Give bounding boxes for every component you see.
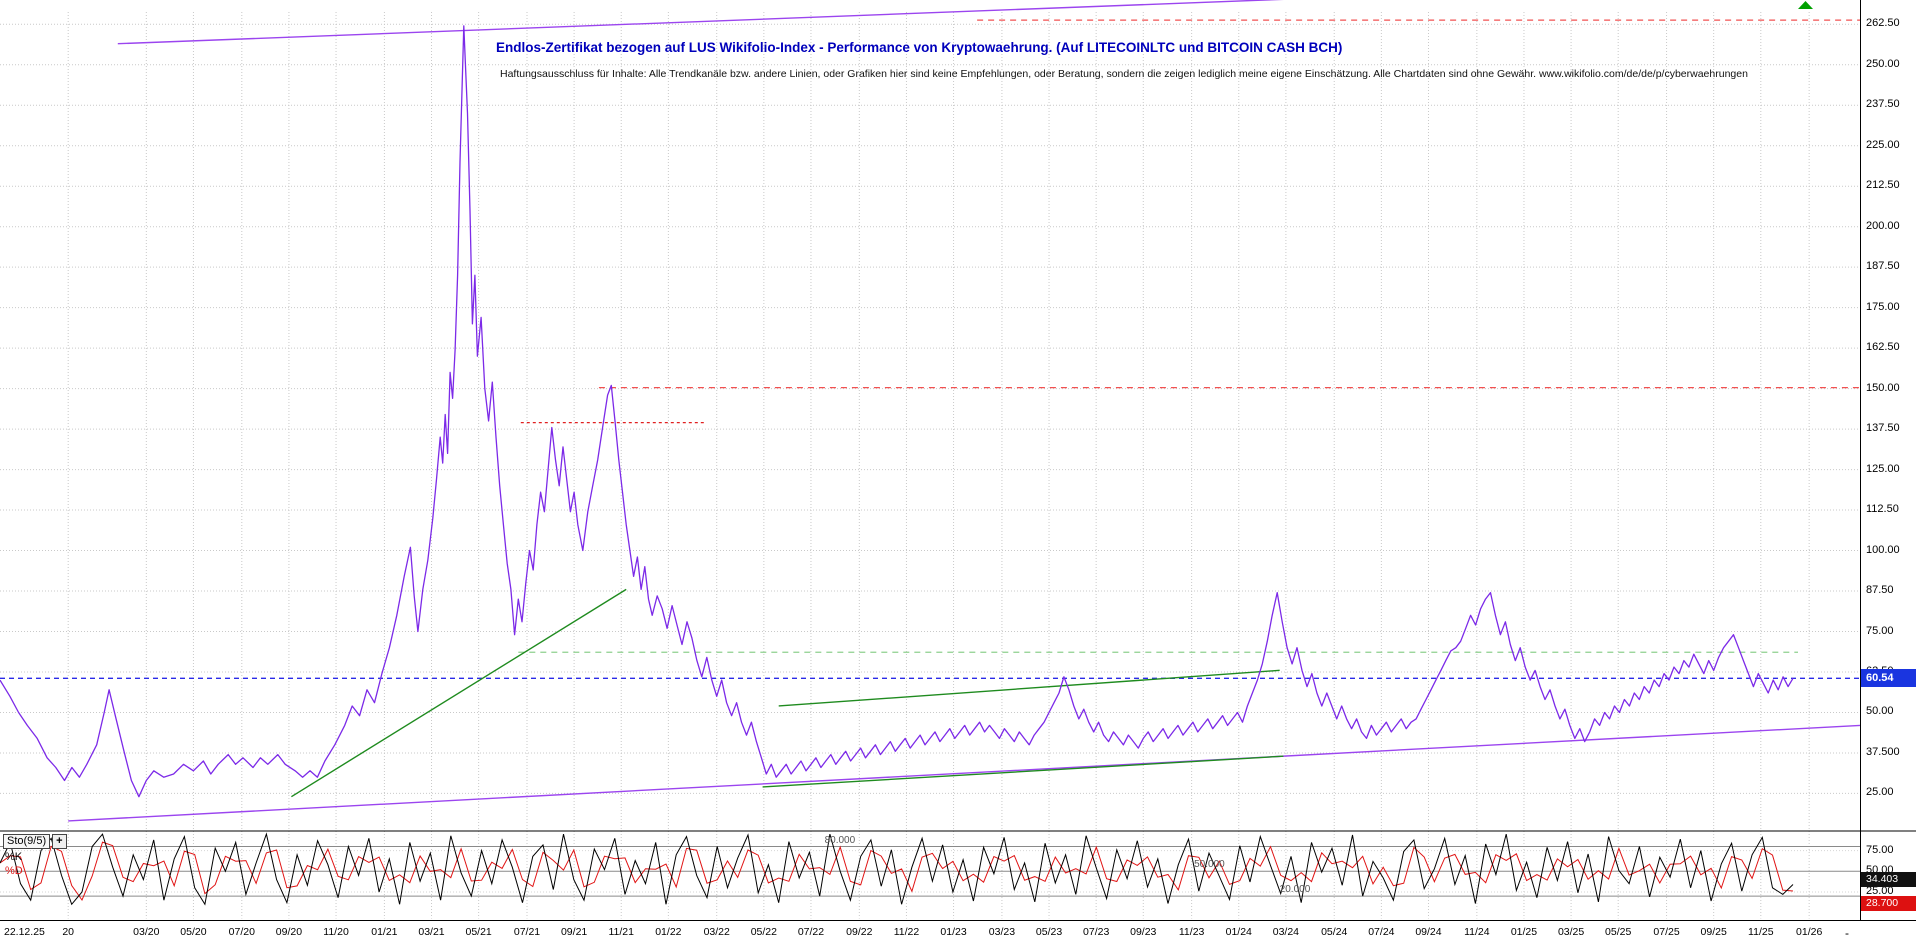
indicator-expand-button[interactable]: +	[52, 834, 67, 849]
x-axis-tick-label: 03/22	[703, 926, 730, 938]
y-axis-tick-label: 100.00	[1866, 543, 1900, 556]
x-axis-tick-label: 05/21	[465, 926, 492, 938]
violet-support-line	[68, 724, 1861, 822]
y-axis-tick-label: 112.50	[1866, 503, 1899, 516]
x-axis-tick-label: 07/20	[228, 926, 255, 938]
time-axis[interactable]: 22.12.25 20 03/20 05/20 07/20 09/20 11/20 01/21…	[0, 924, 1916, 944]
y-axis-tick-label: 162.50	[1866, 341, 1900, 354]
x-axis-tick-label: 01/23	[940, 926, 967, 938]
x-axis-tick-label: 01/26	[1796, 926, 1823, 938]
green-trend-lower-2022-2024	[762, 755, 1284, 788]
price-line	[0, 25, 1794, 798]
x-axis-tick-label: 01/21	[371, 926, 398, 938]
x-axis-tick-label: 05/20	[180, 926, 207, 938]
y-axis-tick-label: 150.00	[1866, 381, 1900, 394]
y-axis-tick-label: 37.500	[1866, 745, 1900, 758]
x-axis-tick-label: 09/24	[1415, 926, 1442, 938]
stoch-d-value-badge: 28.700	[1861, 896, 1916, 911]
y-axis-tick-label: 200.00	[1866, 219, 1900, 232]
main-y-axis[interactable]: 262.50 250.00 237.50 225.00 212.50 200.00 187.…	[1864, 0, 1916, 830]
x-axis-tick-label: 07/21	[513, 926, 541, 938]
x-axis-tick-label: 09/21	[560, 926, 588, 938]
y-axis-tick-label: 262.50	[1866, 17, 1900, 30]
y-axis-tick-label: 187.50	[1866, 260, 1900, 273]
violet-channel-top-line	[117, 0, 1284, 45]
x-axis-tick-label: 03/21	[418, 926, 445, 938]
x-axis-tick-label: 05/25	[1605, 926, 1632, 938]
corner-marker-icon	[1798, 1, 1813, 9]
green-trend-2020-2021	[291, 588, 627, 798]
stoch-level-label: 80.000	[824, 834, 856, 846]
y-axis-tick-label: 212.50	[1866, 179, 1900, 192]
x-axis-tick-label: 03/20	[133, 926, 160, 938]
x-axis-tick-label: 11/24	[1464, 926, 1490, 938]
y-axis-tick-label: 87.50	[1866, 584, 1894, 597]
stoch-y-tick-label: 75.00	[1866, 843, 1894, 856]
y-axis-tick-label: 250.00	[1866, 57, 1900, 70]
y-axis-tick-label: 50.00	[1866, 705, 1894, 718]
y-axis-tick-label: 75.00	[1866, 624, 1894, 637]
x-axis-tick-label: 07/23	[1083, 926, 1110, 938]
stoch-k-label: %K	[5, 851, 23, 863]
x-axis-tick-label: 11/23	[1178, 926, 1205, 938]
zoom-out-button[interactable]: -	[1845, 926, 1849, 940]
x-axis-tick-label: 11/22	[893, 926, 920, 938]
stoch-level-label: 50.000	[1194, 859, 1225, 871]
x-axis-tick-label: 03/23	[988, 926, 1016, 938]
x-axis-tick-label: 09/23	[1130, 926, 1157, 938]
x-axis-tick-label: 09/25	[1700, 926, 1727, 938]
y-axis-tick-label: 175.00	[1866, 300, 1900, 313]
x-axis-tick-label: 05/23	[1035, 926, 1063, 938]
stoch-k-line	[0, 832, 1794, 906]
chart-disclaimer: Haftungsausschluss für Inhalte: Alle Tre…	[500, 68, 1748, 80]
x-axis-tick-label: 09/20	[275, 926, 303, 938]
stoch-k-value-badge: 34.403	[1861, 872, 1916, 887]
green-trend-upper-2022-2024	[778, 669, 1280, 707]
x-axis-tick-label: 07/24	[1368, 926, 1395, 938]
indicator-label[interactable]: Sto(9/5)	[3, 834, 51, 849]
y-axis-tick-label: 225.00	[1866, 138, 1900, 151]
y-axis-tick-label: 137.50	[1866, 422, 1900, 435]
x-axis-tick-label: 20	[62, 926, 75, 938]
stoch-level-label: 20.000	[1279, 884, 1311, 896]
y-axis-tick-label: 125.00	[1866, 462, 1900, 475]
x-axis-tick-label: 09/22	[846, 926, 873, 938]
x-axis-tick-label: 22.12.25	[4, 926, 45, 938]
y-axis-tick-label: 25.00	[1866, 786, 1894, 799]
x-axis-tick-label: 07/22	[797, 926, 825, 938]
indicator-legend: Sto(9/5) +	[3, 834, 67, 849]
x-axis-tick-label: 05/22	[750, 926, 777, 938]
x-axis-tick-label: 05/24	[1321, 926, 1348, 938]
x-axis-tick-label: 03/24	[1272, 926, 1300, 938]
x-axis-tick-label: 01/24	[1225, 926, 1252, 938]
x-axis-tick-label: 01/25	[1510, 926, 1538, 938]
x-axis-tick-label: 07/25	[1653, 926, 1680, 938]
x-axis-tick-label: 11/21	[608, 926, 634, 938]
x-axis-tick-label: 03/25	[1557, 926, 1585, 938]
x-axis-tick-label: 11/25	[1748, 926, 1774, 938]
stoch-y-tick-label: 25.00	[1866, 884, 1894, 897]
last-price-badge: 60.54	[1861, 669, 1916, 687]
stoch-d-label: %D	[5, 865, 23, 877]
chart-title: Endlos-Zertifikat bezogen auf LUS Wikifo…	[496, 40, 1343, 55]
x-axis-tick-label: 11/20	[323, 926, 349, 938]
x-axis-tick-label: 01/22	[655, 926, 682, 938]
y-axis-tick-label: 237.50	[1866, 98, 1900, 111]
stoch-d-line	[0, 841, 1794, 902]
